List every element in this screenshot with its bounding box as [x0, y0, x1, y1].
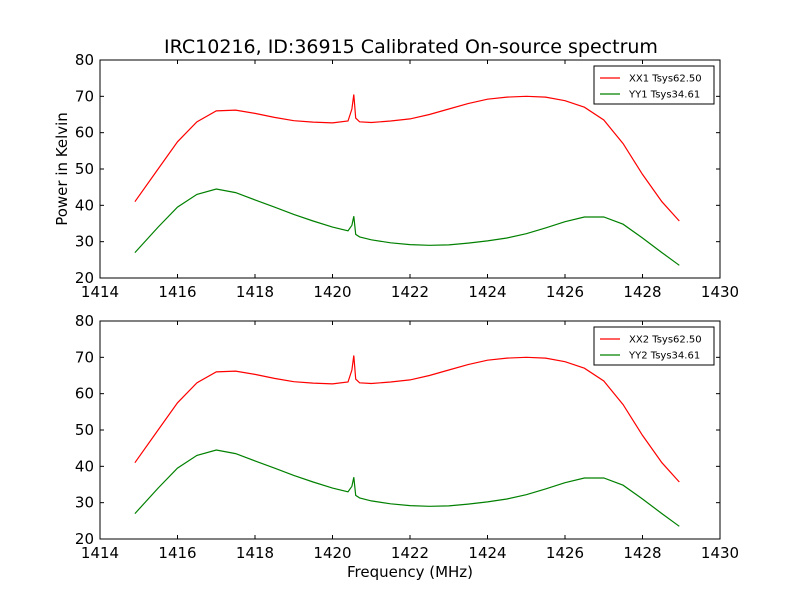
legend: XX2 Tsys62.50 YY2 Tsys34.61	[593, 326, 715, 366]
x-tick-label: 1420	[313, 544, 351, 562]
legend-entry: YY1 Tsys34.61	[628, 90, 700, 101]
bottom-panel: 1414 1416 1418 1420 1422 1424 1426 1428 1430 20 30…	[75, 312, 739, 562]
y-tick-label: 80	[75, 51, 94, 69]
y-tick-label: 50	[75, 160, 94, 178]
y-tick-label: 40	[75, 196, 94, 214]
y-tick-label: 40	[75, 457, 94, 475]
top-panel: 1414 1416 1418 1420 1422 1424 1426 1428 1430 20 30…	[75, 51, 739, 301]
x-tick-label: 1418	[236, 544, 274, 562]
legend-entry: YY2 Tsys34.61	[628, 351, 700, 362]
x-tick-label: 1428	[623, 544, 661, 562]
x-tick-label: 1424	[468, 283, 506, 301]
y-tick-label: 50	[75, 421, 94, 439]
legend-box	[593, 65, 715, 105]
y-tick-label: 60	[75, 385, 94, 403]
x-tick-label: 1426	[546, 283, 584, 301]
x-tick-label: 1424	[468, 544, 506, 562]
x-axis-label: Frequency (MHz)	[347, 563, 473, 581]
x-tick-label: 1430	[701, 283, 739, 301]
x-tick-label: 1414	[81, 283, 119, 301]
x-tick-label: 1420	[313, 283, 351, 301]
x-tick-label: 1422	[391, 283, 429, 301]
y-tick-label: 20	[75, 530, 94, 548]
legend-box	[593, 326, 715, 366]
y-tick-label: 80	[75, 312, 94, 330]
x-tick-label: 1422	[391, 544, 429, 562]
y-tick-label: 20	[75, 269, 94, 287]
legend-entry: XX2 Tsys62.50	[629, 335, 702, 346]
x-tick-label: 1416	[158, 283, 196, 301]
series-line-2	[134, 449, 680, 527]
series-line-2	[134, 188, 680, 266]
x-tick-label: 1414	[81, 544, 119, 562]
x-tick-label: 1428	[623, 283, 661, 301]
legend: XX1 Tsys62.50 YY1 Tsys34.61	[593, 65, 715, 105]
x-tick-label: 1426	[546, 544, 584, 562]
chart-title: IRC10216, ID:36915 Calibrated On-source …	[164, 36, 658, 58]
y-tick-label: 70	[75, 348, 94, 366]
x-tick-label: 1416	[158, 544, 196, 562]
y-tick-label: 70	[75, 87, 94, 105]
series-line-1	[134, 355, 680, 483]
x-tick-label: 1418	[236, 283, 274, 301]
y-tick-label: 30	[75, 233, 94, 251]
y-tick-label: 30	[75, 494, 94, 512]
y-tick-label: 60	[75, 124, 94, 142]
legend-entry: XX1 Tsys62.50	[629, 74, 702, 85]
x-tick-label: 1430	[701, 544, 739, 562]
series-line-1	[134, 94, 680, 222]
y-axis-label: Power in Kelvin	[53, 112, 71, 226]
